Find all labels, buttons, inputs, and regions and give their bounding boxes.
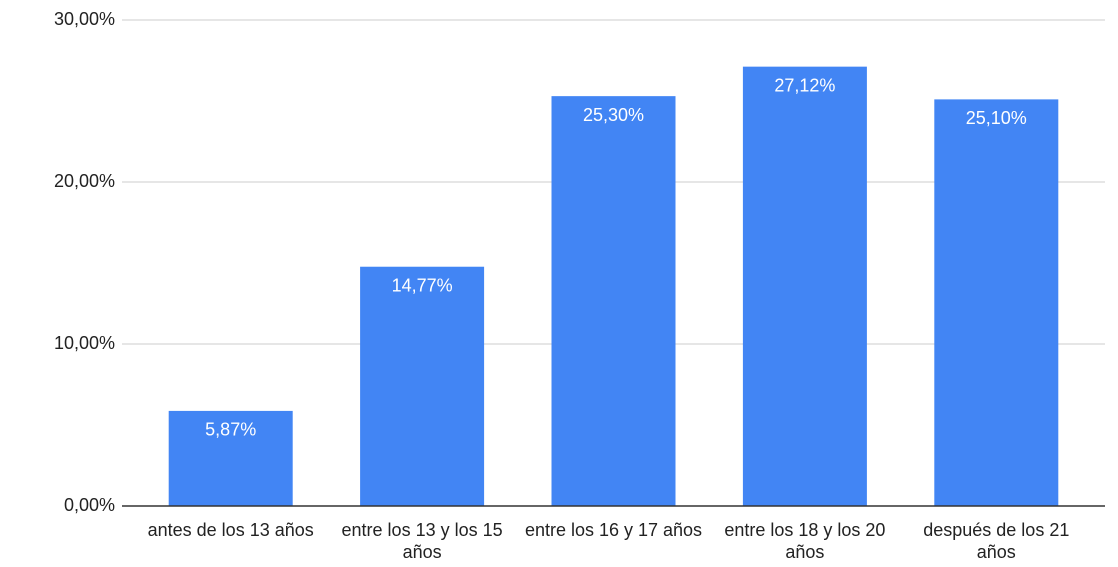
y-tick-label: 20,00%	[54, 171, 115, 191]
y-tick-label: 10,00%	[54, 333, 115, 353]
value-label: 25,10%	[966, 108, 1027, 128]
y-tick-label: 30,00%	[54, 9, 115, 29]
bar	[551, 96, 676, 506]
bar	[360, 266, 485, 506]
x-tick-label: después de los 21 años	[923, 520, 1070, 562]
bar	[168, 410, 293, 506]
value-label: 25,30%	[583, 105, 644, 125]
value-label: 14,77%	[392, 275, 453, 295]
x-tick-label: entre los 13 y los 15 años	[341, 520, 503, 562]
x-tick-label: entre los 18 y los 20 años	[724, 520, 886, 562]
bar	[742, 66, 867, 506]
x-tick-label: entre los 16 y 17 años	[524, 520, 703, 540]
x-tick-label: antes de los 13 años	[147, 520, 314, 540]
value-label: 27,12%	[774, 75, 835, 95]
value-label: 5,87%	[205, 420, 256, 440]
y-tick-label: 0,00%	[64, 495, 115, 515]
bar	[934, 99, 1059, 506]
